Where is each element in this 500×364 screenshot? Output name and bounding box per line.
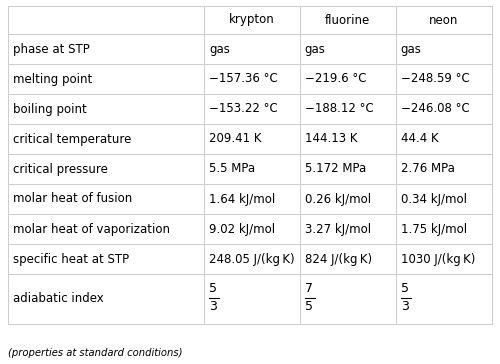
Text: 144.13 K: 144.13 K — [305, 132, 358, 146]
Text: (properties at standard conditions): (properties at standard conditions) — [8, 348, 182, 358]
Text: gas: gas — [305, 43, 326, 55]
Text: molar heat of vaporization: molar heat of vaporization — [13, 222, 170, 236]
Text: 209.41 K: 209.41 K — [209, 132, 262, 146]
Text: 1.64 kJ/mol: 1.64 kJ/mol — [209, 193, 276, 206]
Text: molar heat of fusion: molar heat of fusion — [13, 193, 132, 206]
Text: 0.26 kJ/mol: 0.26 kJ/mol — [305, 193, 371, 206]
Text: 3.27 kJ/mol: 3.27 kJ/mol — [305, 222, 371, 236]
Text: adiabatic index: adiabatic index — [13, 293, 104, 305]
Text: −153.22 °C: −153.22 °C — [209, 103, 278, 115]
Text: critical temperature: critical temperature — [13, 132, 132, 146]
Text: krypton: krypton — [229, 13, 275, 27]
Text: gas: gas — [209, 43, 230, 55]
Text: −246.08 °C: −246.08 °C — [400, 103, 469, 115]
Text: 9.02 kJ/mol: 9.02 kJ/mol — [209, 222, 275, 236]
Text: 824 J/(kg K): 824 J/(kg K) — [305, 253, 372, 265]
Text: 1030 J/(kg K): 1030 J/(kg K) — [400, 253, 475, 265]
Text: neon: neon — [429, 13, 458, 27]
Text: −219.6 °C: −219.6 °C — [305, 72, 366, 86]
Text: 5: 5 — [305, 301, 313, 313]
Text: 248.05 J/(kg K): 248.05 J/(kg K) — [209, 253, 294, 265]
Text: 44.4 K: 44.4 K — [400, 132, 438, 146]
Text: −157.36 °C: −157.36 °C — [209, 72, 278, 86]
Text: −188.12 °C: −188.12 °C — [305, 103, 374, 115]
Text: fluorine: fluorine — [325, 13, 370, 27]
Text: −248.59 °C: −248.59 °C — [400, 72, 469, 86]
Text: 3: 3 — [400, 301, 408, 313]
Text: 1.75 kJ/mol: 1.75 kJ/mol — [400, 222, 467, 236]
Text: melting point: melting point — [13, 72, 92, 86]
Text: boiling point: boiling point — [13, 103, 87, 115]
Text: 5.172 MPa: 5.172 MPa — [305, 162, 366, 175]
Text: 5: 5 — [400, 282, 408, 296]
Text: 0.34 kJ/mol: 0.34 kJ/mol — [400, 193, 466, 206]
Text: gas: gas — [400, 43, 421, 55]
Text: specific heat at STP: specific heat at STP — [13, 253, 129, 265]
Text: 7: 7 — [305, 282, 313, 296]
Text: 3: 3 — [209, 301, 217, 313]
Text: 5: 5 — [209, 282, 217, 296]
Text: critical pressure: critical pressure — [13, 162, 108, 175]
Text: 5.5 MPa: 5.5 MPa — [209, 162, 255, 175]
Text: 2.76 MPa: 2.76 MPa — [400, 162, 454, 175]
Text: phase at STP: phase at STP — [13, 43, 90, 55]
